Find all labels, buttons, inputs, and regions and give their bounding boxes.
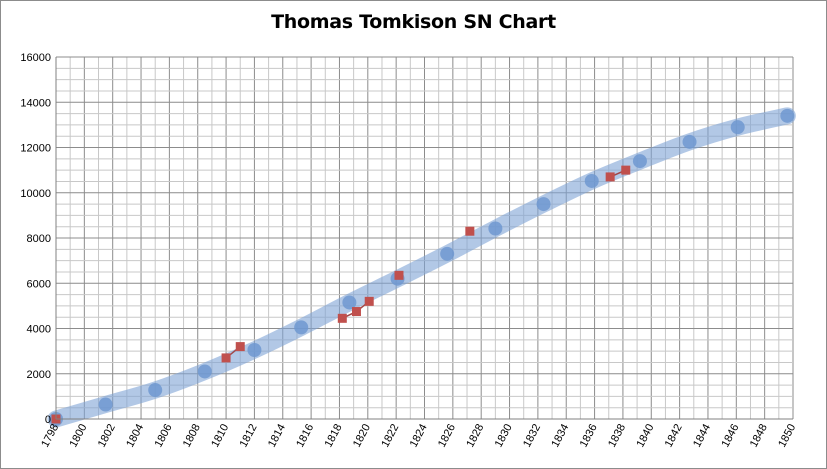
data-point [536, 197, 551, 212]
x-tick-label: 1812 [238, 422, 260, 449]
x-tick-label: 1808 [181, 422, 203, 449]
x-tick-label: 1830 [493, 422, 515, 449]
data-point [780, 108, 795, 123]
marker-point [621, 165, 631, 175]
x-tick-label: 1810 [209, 422, 231, 449]
x-tick-label: 1842 [663, 422, 685, 449]
marker-point [221, 353, 231, 363]
marker-point [364, 296, 374, 306]
x-tick-label: 1838 [606, 422, 628, 449]
y-tick-label: 10000 [20, 188, 51, 200]
x-tick-label: 1818 [323, 422, 345, 449]
x-tick-label: 1800 [67, 422, 89, 449]
data-point [440, 246, 455, 261]
y-tick-label: 4000 [27, 324, 51, 336]
y-tick-labels: 0 2000 4000 6000 8000 10000 12000 14000 16000 [20, 52, 51, 426]
y-tick-label: 2000 [27, 369, 51, 381]
marker-point [605, 172, 615, 182]
x-tick-label: 1846 [719, 422, 741, 449]
x-tick-label: 1802 [96, 422, 118, 449]
x-tick-label: 1834 [549, 422, 571, 449]
x-tick-label: 1822 [379, 422, 401, 449]
x-tick-label: 1816 [294, 422, 316, 449]
trend-band [47, 107, 796, 428]
y-tick-label: 6000 [27, 278, 51, 290]
x-tick-label: 1832 [521, 422, 543, 449]
chart-title: Thomas Tomkison SN Chart [271, 11, 556, 33]
y-tick-label: 0 [45, 414, 51, 426]
x-tick-label: 1820 [351, 422, 373, 449]
x-tick-label: 1840 [634, 422, 656, 449]
y-tick-label: 16000 [20, 52, 51, 64]
x-tick-label: 1850 [776, 422, 798, 449]
data-point [682, 134, 697, 149]
data-points [49, 108, 795, 426]
x-tick-labels: 1798 1800 1802 1804 1806 1808 1810 1812 1814 1816… [39, 422, 798, 449]
chart-grid [55, 56, 794, 420]
data-point [730, 120, 745, 135]
data-point [294, 320, 309, 335]
data-point [584, 173, 599, 188]
x-tick-label: 1826 [436, 422, 458, 449]
x-tick-label: 1844 [691, 422, 713, 449]
data-point [98, 397, 113, 412]
x-tick-label: 1828 [464, 422, 486, 449]
data-point [342, 295, 357, 310]
x-tick-label: 1804 [124, 422, 146, 449]
data-point [632, 154, 647, 169]
x-tick-label: 1814 [266, 422, 288, 449]
red-markers [51, 165, 631, 424]
data-point [488, 221, 503, 236]
marker-point [337, 313, 347, 323]
x-tick-label: 1806 [153, 422, 175, 449]
chart-axes [55, 57, 793, 420]
y-tick-label: 12000 [20, 143, 51, 155]
y-tick-label: 14000 [20, 97, 51, 109]
y-tick-label: 8000 [27, 233, 51, 245]
data-point [197, 364, 212, 379]
marker-point [235, 342, 245, 352]
x-tick-label: 1836 [578, 422, 600, 449]
x-tick-label: 1848 [748, 422, 770, 449]
data-point [247, 342, 262, 357]
data-point [148, 383, 163, 398]
trend-band-line [47, 107, 796, 428]
marker-point [351, 307, 361, 317]
x-tick-label: 1824 [408, 422, 430, 449]
marker-point [394, 270, 404, 280]
marker-point [465, 226, 475, 236]
x-tick-label: 1798 [39, 422, 61, 449]
